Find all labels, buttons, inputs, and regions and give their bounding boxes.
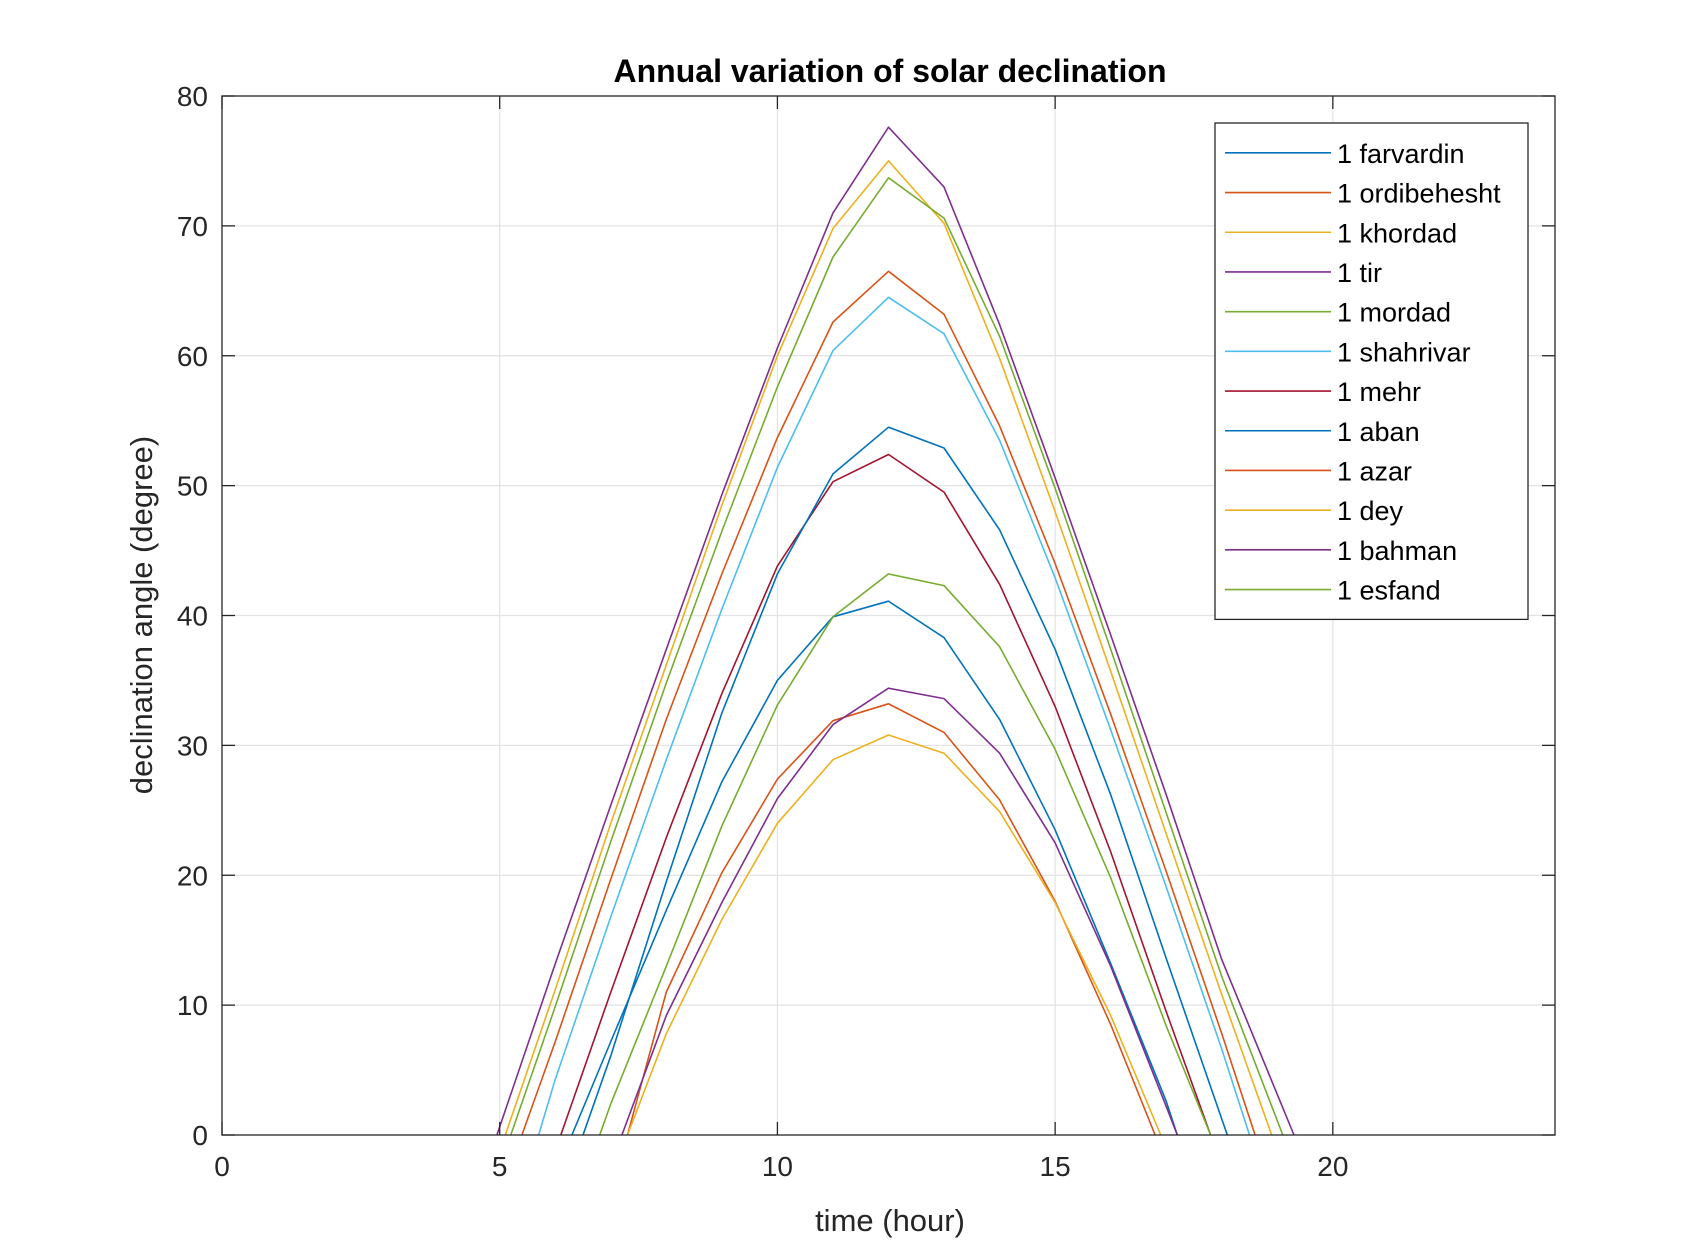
y-tick-label: 60: [177, 341, 208, 372]
y-tick-label: 0: [192, 1120, 208, 1151]
y-tick-label: 80: [177, 81, 208, 112]
series-line-3: [504, 160, 1273, 1136]
legend-label: 1 khordad: [1337, 218, 1457, 248]
legend-label: 1 aban: [1337, 417, 1420, 447]
x-axis-label: time (hour): [815, 1203, 965, 1238]
legend-label: 1 mehr: [1337, 377, 1421, 407]
legend[interactable]: 1 farvardin 1 ordibehesht 1 khordad 1 tir 1 …: [1214, 122, 1529, 621]
series-line-8: [582, 426, 1229, 1136]
y-tick-label: 10: [177, 990, 208, 1021]
series-line-7: [560, 453, 1212, 1136]
series-line-1: [571, 600, 1179, 1136]
ticks: 0 5 10 15 20 0 10 20 30 40 50 60 70 80: [177, 81, 1555, 1182]
x-tick-label: 0: [214, 1151, 230, 1182]
y-tick-label: 70: [177, 211, 208, 242]
legend-label: 1 shahrivar: [1337, 337, 1471, 367]
series-line-11: [621, 687, 1179, 1136]
legend-label: 1 mordad: [1337, 298, 1451, 328]
x-tick-label: 10: [762, 1151, 793, 1182]
legend-label: 1 ordibehesht: [1337, 179, 1501, 209]
chart-title: Annual variation of solar declination: [614, 53, 1167, 89]
series-line-10: [626, 734, 1162, 1136]
legend-label: 1 dey: [1337, 496, 1404, 526]
series-line-4: [496, 126, 1295, 1136]
x-tick-label: 15: [1040, 1151, 1071, 1182]
legend-label: 1 tir: [1337, 258, 1382, 288]
x-tick-label: 5: [492, 1151, 508, 1182]
legend-label: 1 farvardin: [1337, 139, 1465, 169]
y-tick-label: 50: [177, 471, 208, 502]
legend-label: 1 bahman: [1337, 536, 1457, 566]
y-tick-label: 40: [177, 601, 208, 632]
legend-box: [1214, 122, 1529, 621]
y-axis-label: declination angle (degree): [124, 436, 159, 794]
series-line-12: [598, 573, 1212, 1136]
y-tick-label: 20: [177, 860, 208, 891]
y-tick-label: 30: [177, 730, 208, 761]
series-line-6: [537, 296, 1251, 1136]
legend-label: 1 esfand: [1337, 576, 1441, 606]
series-line-2: [521, 270, 1256, 1136]
x-tick-label: 20: [1317, 1151, 1348, 1182]
series-line-5: [510, 177, 1284, 1136]
series-layer: [496, 126, 1295, 1136]
series-line-9: [626, 702, 1156, 1136]
legend-label: 1 azar: [1337, 456, 1412, 486]
